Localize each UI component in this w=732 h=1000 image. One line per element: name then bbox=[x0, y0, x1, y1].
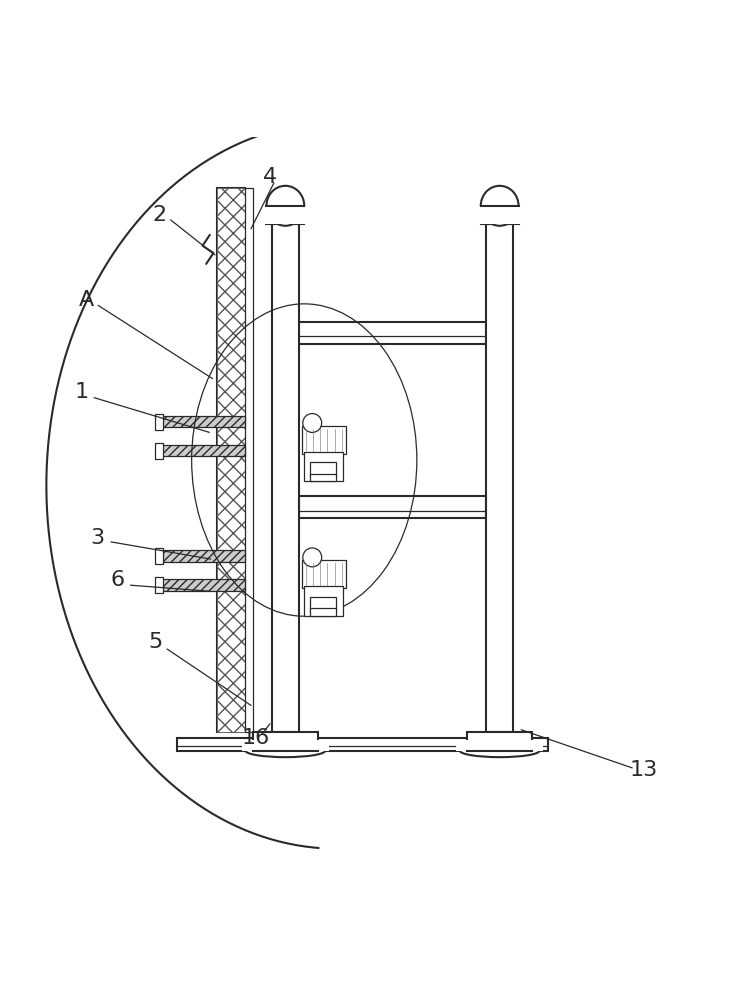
Bar bbox=[456, 740, 543, 751]
Text: 16: 16 bbox=[242, 728, 269, 748]
Bar bbox=[161, 579, 244, 591]
Text: 13: 13 bbox=[630, 760, 657, 780]
Bar bbox=[161, 416, 244, 427]
Bar bbox=[305, 586, 343, 616]
Circle shape bbox=[303, 548, 321, 567]
Bar bbox=[263, 206, 308, 224]
Bar bbox=[310, 608, 336, 616]
Text: 2: 2 bbox=[152, 205, 166, 225]
Text: A: A bbox=[79, 290, 94, 310]
Bar bbox=[302, 560, 346, 588]
Bar bbox=[302, 426, 346, 454]
Text: 4: 4 bbox=[263, 167, 277, 187]
Bar bbox=[467, 732, 532, 751]
Ellipse shape bbox=[481, 186, 518, 226]
Text: 1: 1 bbox=[74, 382, 89, 402]
Bar bbox=[310, 462, 336, 477]
Bar bbox=[299, 496, 486, 518]
Bar bbox=[310, 474, 336, 481]
Text: 6: 6 bbox=[111, 570, 124, 590]
Ellipse shape bbox=[245, 744, 325, 757]
Bar bbox=[155, 577, 163, 593]
Circle shape bbox=[303, 414, 321, 432]
Bar bbox=[177, 738, 548, 751]
Bar bbox=[253, 732, 318, 751]
Bar bbox=[155, 548, 163, 564]
Bar bbox=[299, 322, 486, 344]
Bar bbox=[266, 206, 305, 224]
Bar bbox=[155, 443, 163, 459]
Bar bbox=[477, 206, 522, 224]
Bar bbox=[161, 550, 244, 562]
Bar bbox=[486, 224, 513, 732]
Bar bbox=[217, 188, 244, 732]
Text: 5: 5 bbox=[148, 632, 163, 652]
Bar bbox=[272, 224, 299, 732]
Bar bbox=[242, 740, 329, 751]
Bar bbox=[310, 597, 336, 612]
Bar bbox=[244, 188, 253, 732]
Bar bbox=[161, 445, 244, 456]
Text: 3: 3 bbox=[90, 528, 104, 548]
Bar bbox=[481, 206, 518, 224]
Ellipse shape bbox=[266, 186, 305, 226]
Ellipse shape bbox=[460, 744, 539, 757]
Bar bbox=[155, 414, 163, 430]
Bar bbox=[305, 452, 343, 481]
Bar bbox=[217, 188, 244, 732]
